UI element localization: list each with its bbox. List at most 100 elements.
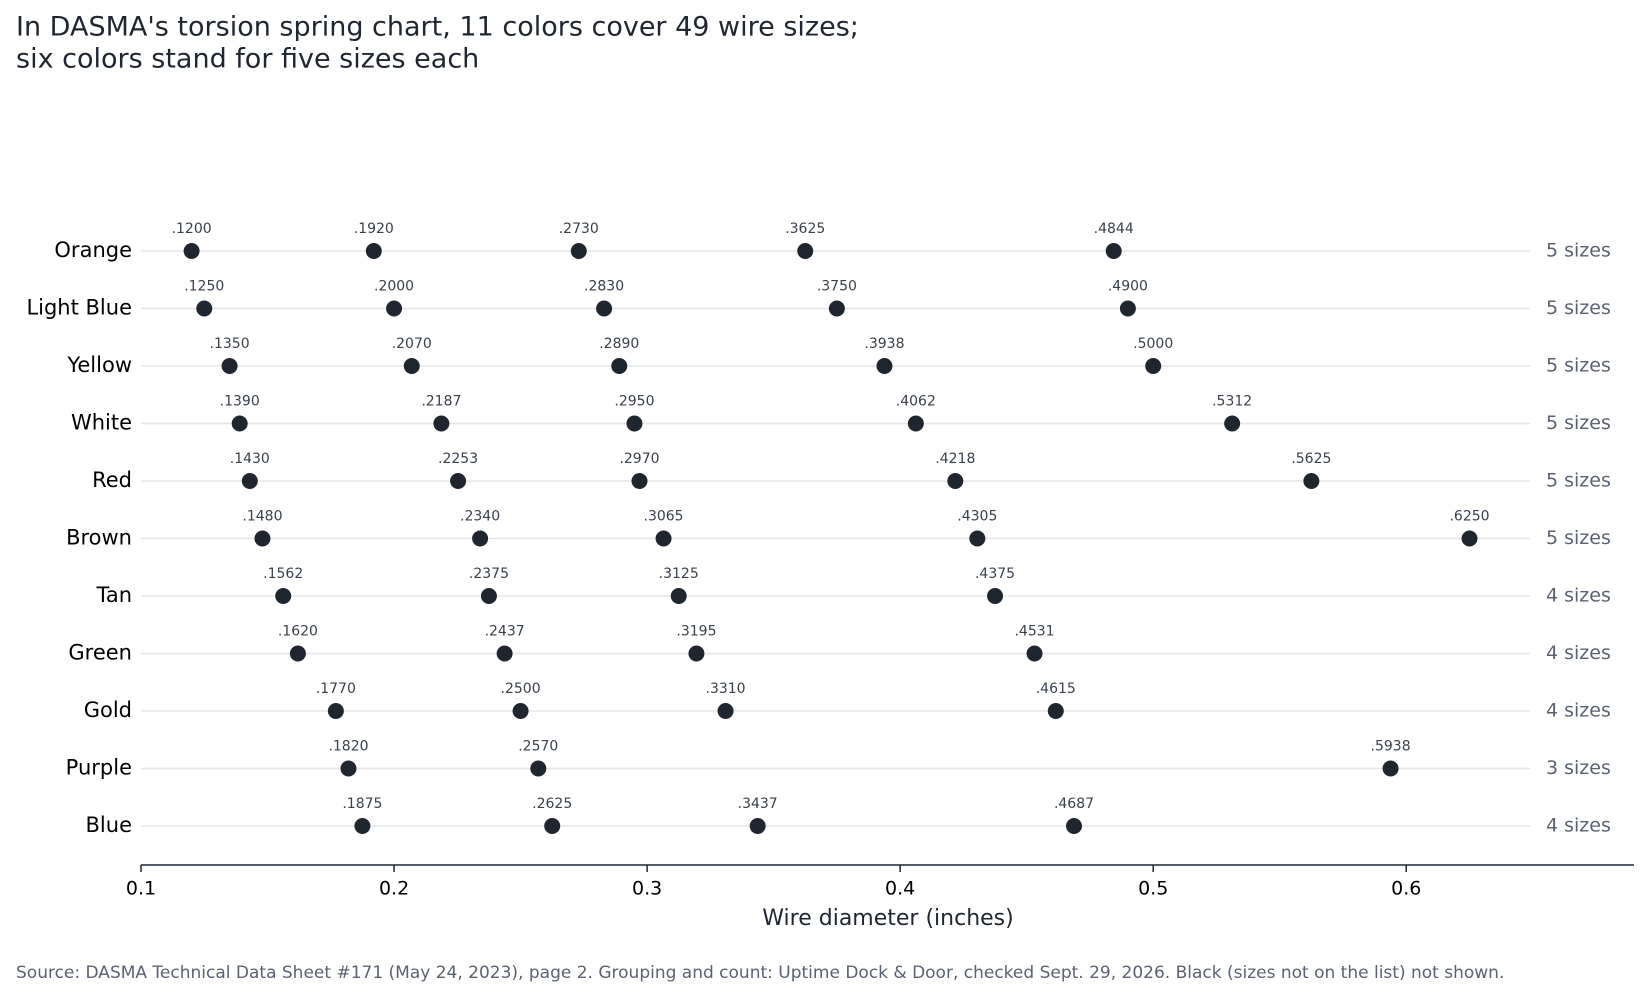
- dot: [1065, 818, 1082, 834]
- value-label: .2187: [421, 394, 461, 410]
- dot: [1382, 760, 1399, 777]
- value-label: .1350: [210, 336, 250, 352]
- dot: [327, 703, 344, 719]
- dot: [433, 415, 450, 432]
- value-label: .1820: [328, 739, 368, 755]
- value-label: .1770: [316, 681, 356, 697]
- value-label: .3125: [659, 566, 699, 582]
- source-note: Source: DASMA Technical Data Sheet #171 …: [16, 963, 1504, 983]
- value-label: .5000: [1133, 336, 1173, 352]
- value-label: .2950: [614, 394, 654, 410]
- value-label: .2570: [518, 739, 558, 755]
- dot: [365, 243, 382, 259]
- dot: [717, 703, 734, 719]
- dot: [512, 703, 529, 719]
- dot: [1224, 415, 1241, 432]
- x-tick-label: 0.3: [632, 878, 662, 900]
- dot: [1105, 243, 1122, 259]
- dot: [496, 645, 513, 662]
- value-label: .5938: [1371, 739, 1411, 755]
- value-label: .2340: [460, 509, 500, 525]
- row-label: Orange: [54, 238, 132, 262]
- count-label: 5 sizes: [1546, 470, 1611, 492]
- row-label: White: [71, 411, 132, 435]
- value-label: .2375: [469, 566, 509, 582]
- dot: [611, 358, 628, 374]
- row-label: Green: [68, 641, 132, 665]
- row-label: Brown: [66, 526, 132, 550]
- count-label: 5 sizes: [1546, 355, 1611, 377]
- value-label: .2830: [584, 279, 624, 295]
- dot: [828, 300, 845, 317]
- x-tick-label: 0.4: [885, 878, 915, 900]
- value-label: .3750: [817, 279, 857, 295]
- value-label: .2437: [485, 624, 525, 640]
- dot: [797, 243, 814, 259]
- value-label: .4062: [896, 394, 936, 410]
- dot: [183, 243, 200, 259]
- value-label: .5625: [1291, 451, 1331, 467]
- value-label: .2253: [438, 451, 478, 467]
- dot: [907, 415, 924, 432]
- row-label: Light Blue: [26, 296, 132, 320]
- value-label: .1620: [278, 624, 318, 640]
- chart-title: In DASMA's torsion spring chart, 11 colo…: [16, 12, 859, 43]
- dot: [196, 300, 213, 317]
- value-label: .2625: [532, 796, 572, 812]
- dot: [544, 818, 561, 834]
- value-label: .1430: [230, 451, 270, 467]
- value-label: .4375: [975, 566, 1015, 582]
- value-label: .4615: [1036, 681, 1076, 697]
- value-label: .1562: [263, 566, 303, 582]
- dot: [386, 300, 403, 317]
- row-label: Blue: [86, 813, 132, 837]
- value-label: .2730: [559, 221, 599, 237]
- dot: [631, 473, 648, 489]
- dot: [1047, 703, 1064, 719]
- count-label: 4 sizes: [1546, 642, 1611, 664]
- count-label: 5 sizes: [1546, 297, 1611, 319]
- x-tick-label: 0.5: [1138, 878, 1168, 900]
- count-label: 5 sizes: [1546, 240, 1611, 262]
- dot: [670, 588, 687, 604]
- dot: [1026, 645, 1043, 662]
- x-tick-label: 0.6: [1391, 878, 1421, 900]
- dot: [231, 415, 248, 432]
- value-label: .4900: [1108, 279, 1148, 295]
- dot: [1461, 530, 1478, 547]
- dot: [626, 415, 643, 432]
- count-label: 4 sizes: [1546, 585, 1611, 607]
- dot: [403, 358, 420, 374]
- value-label: .3437: [738, 796, 778, 812]
- value-label: .1875: [342, 796, 382, 812]
- value-label: .6250: [1449, 509, 1489, 525]
- dot: [1145, 358, 1162, 374]
- row-label: Gold: [84, 698, 132, 722]
- value-label: .1390: [220, 394, 260, 410]
- dot: [340, 760, 357, 777]
- value-label: .4531: [1014, 624, 1054, 640]
- value-label: .3938: [864, 336, 904, 352]
- value-label: .1200: [172, 221, 212, 237]
- row-label: Tan: [95, 583, 132, 607]
- dot: [1303, 473, 1320, 489]
- dot: [969, 530, 986, 547]
- x-tick-label: 0.1: [126, 878, 156, 900]
- value-label: .2970: [619, 451, 659, 467]
- chart-title: six colors stand for five sizes each: [16, 44, 479, 75]
- dot: [1119, 300, 1136, 317]
- value-label: .4305: [957, 509, 997, 525]
- value-label: .4687: [1054, 796, 1094, 812]
- dot: [987, 588, 1004, 604]
- dot: [530, 760, 547, 777]
- value-label: .4844: [1094, 221, 1134, 237]
- row-label: Red: [92, 468, 132, 492]
- dot: [472, 530, 489, 547]
- row-label: Purple: [66, 756, 132, 780]
- x-axis-label: Wire diameter (inches): [762, 906, 1013, 931]
- value-label: .5312: [1212, 394, 1252, 410]
- dot: [947, 473, 964, 489]
- value-label: .3195: [676, 624, 716, 640]
